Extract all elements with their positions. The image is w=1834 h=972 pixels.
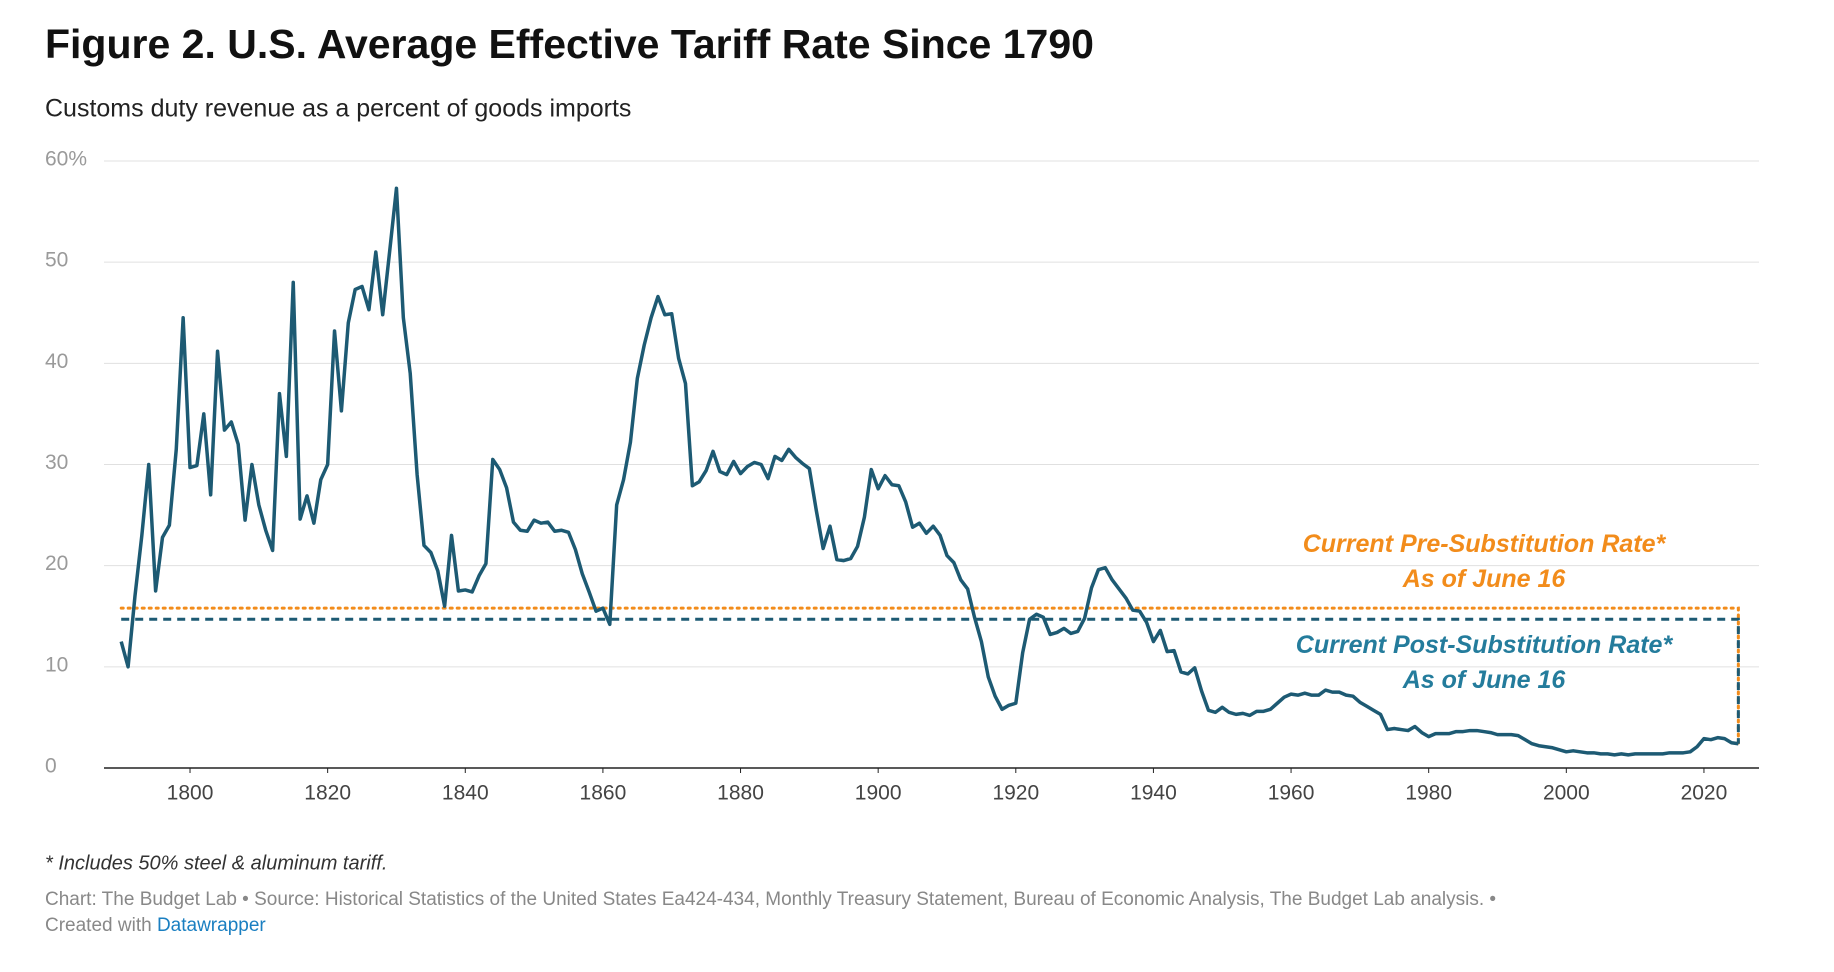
y-tick-label: 30: [45, 451, 68, 474]
credit-link[interactable]: Datawrapper: [157, 915, 266, 936]
reference-line: [121, 617, 1740, 744]
y-tick-label: 40: [45, 350, 68, 373]
created-with-text: Created with: [45, 915, 152, 936]
y-tick-label: 0: [45, 755, 57, 778]
x-tick-label: 2020: [1681, 782, 1728, 805]
y-tick-label: 60%: [45, 148, 87, 171]
reference-label: Current Post-Substitution Rate*: [1296, 631, 1674, 659]
reference-label: Current Pre-Substitution Rate*: [1303, 530, 1667, 558]
x-tick-label: 1840: [442, 782, 489, 805]
x-tick-label: 1940: [1130, 782, 1177, 805]
y-tick-label: 50: [45, 249, 68, 272]
source: Chart: The Budget Lab • Source: Historic…: [45, 889, 1496, 910]
footnote: * Includes 50% steel & aluminum tariff.: [45, 852, 387, 874]
x-tick-label: 2000: [1543, 782, 1590, 805]
chart-title: Figure 2. U.S. Average Effective Tariff …: [45, 21, 1094, 67]
created-with: Created with Datawrapper: [45, 915, 266, 936]
x-tick-label: 1980: [1405, 782, 1452, 805]
x-tick-label: 1880: [717, 782, 764, 805]
chart-subtitle: Customs duty revenue as a percent of goo…: [45, 95, 631, 123]
x-tick-label: 1820: [304, 782, 351, 805]
x-tick-label: 1900: [855, 782, 902, 805]
y-tick-label: 10: [45, 653, 68, 676]
tariff-line: [119, 186, 1739, 757]
x-tick-label: 1960: [1268, 782, 1315, 805]
x-tick-label: 1860: [580, 782, 627, 805]
x-tick-label: 1800: [167, 782, 214, 805]
x-tick-label: 1920: [992, 782, 1039, 805]
reference-label: As of June 16: [1402, 565, 1567, 593]
y-tick-label: 20: [45, 552, 68, 575]
reference-label: As of June 16: [1402, 666, 1567, 694]
